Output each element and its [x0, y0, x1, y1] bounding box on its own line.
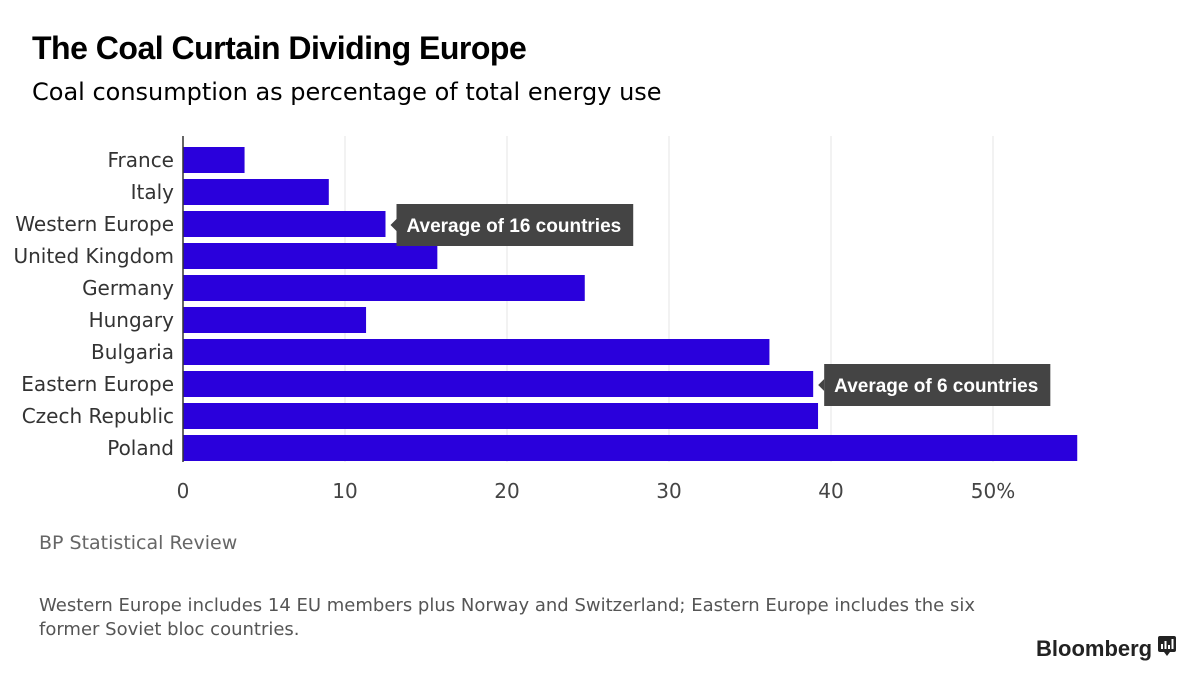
category-label: Poland	[107, 436, 174, 460]
footnote: Western Europe includes 14 EU members pl…	[39, 595, 975, 640]
category-label: Bulgaria	[91, 340, 174, 364]
category-label: Hungary	[89, 308, 175, 332]
bar	[183, 179, 329, 205]
bar	[183, 211, 386, 237]
bar	[183, 307, 367, 333]
category-label: United Kingdom	[13, 244, 174, 268]
bar	[183, 371, 814, 397]
chart-subtitle: Coal consumption as percentage of total …	[32, 78, 662, 106]
bloomberg-chart-icon	[1158, 636, 1177, 662]
annotation-pointer	[818, 379, 825, 391]
category-label: Eastern Europe	[21, 372, 174, 396]
x-tick-label: 20	[494, 479, 519, 503]
category-label: Western Europe	[15, 212, 174, 236]
x-tick-label: 10	[332, 479, 357, 503]
annotation-box	[824, 364, 1051, 406]
source-text: BP Statistical Review	[39, 532, 238, 554]
annotation-box	[396, 204, 634, 246]
category-label: Germany	[82, 276, 174, 300]
x-tick-label: 50%	[971, 479, 1015, 503]
bar	[183, 243, 438, 269]
bar	[183, 275, 585, 301]
x-tick-label: 30	[656, 479, 681, 503]
category-label: Italy	[131, 180, 175, 204]
bar	[183, 339, 770, 365]
bloomberg-logo: Bloomberg	[1036, 636, 1177, 662]
x-tick-label: 0	[177, 479, 190, 503]
category-label: France	[107, 148, 174, 172]
brand-name: Bloomberg	[1036, 636, 1153, 661]
bar	[183, 435, 1078, 461]
annotation-text: Average of 16 countries	[407, 216, 622, 237]
category-label: Czech Republic	[22, 404, 174, 428]
annotation-pointer	[390, 219, 397, 231]
bar	[183, 403, 819, 429]
chart-title: The Coal Curtain Dividing Europe	[32, 30, 527, 66]
bar	[183, 147, 245, 173]
annotation-text: Average of 6 countries	[834, 376, 1038, 397]
x-tick-label: 40	[818, 479, 843, 503]
